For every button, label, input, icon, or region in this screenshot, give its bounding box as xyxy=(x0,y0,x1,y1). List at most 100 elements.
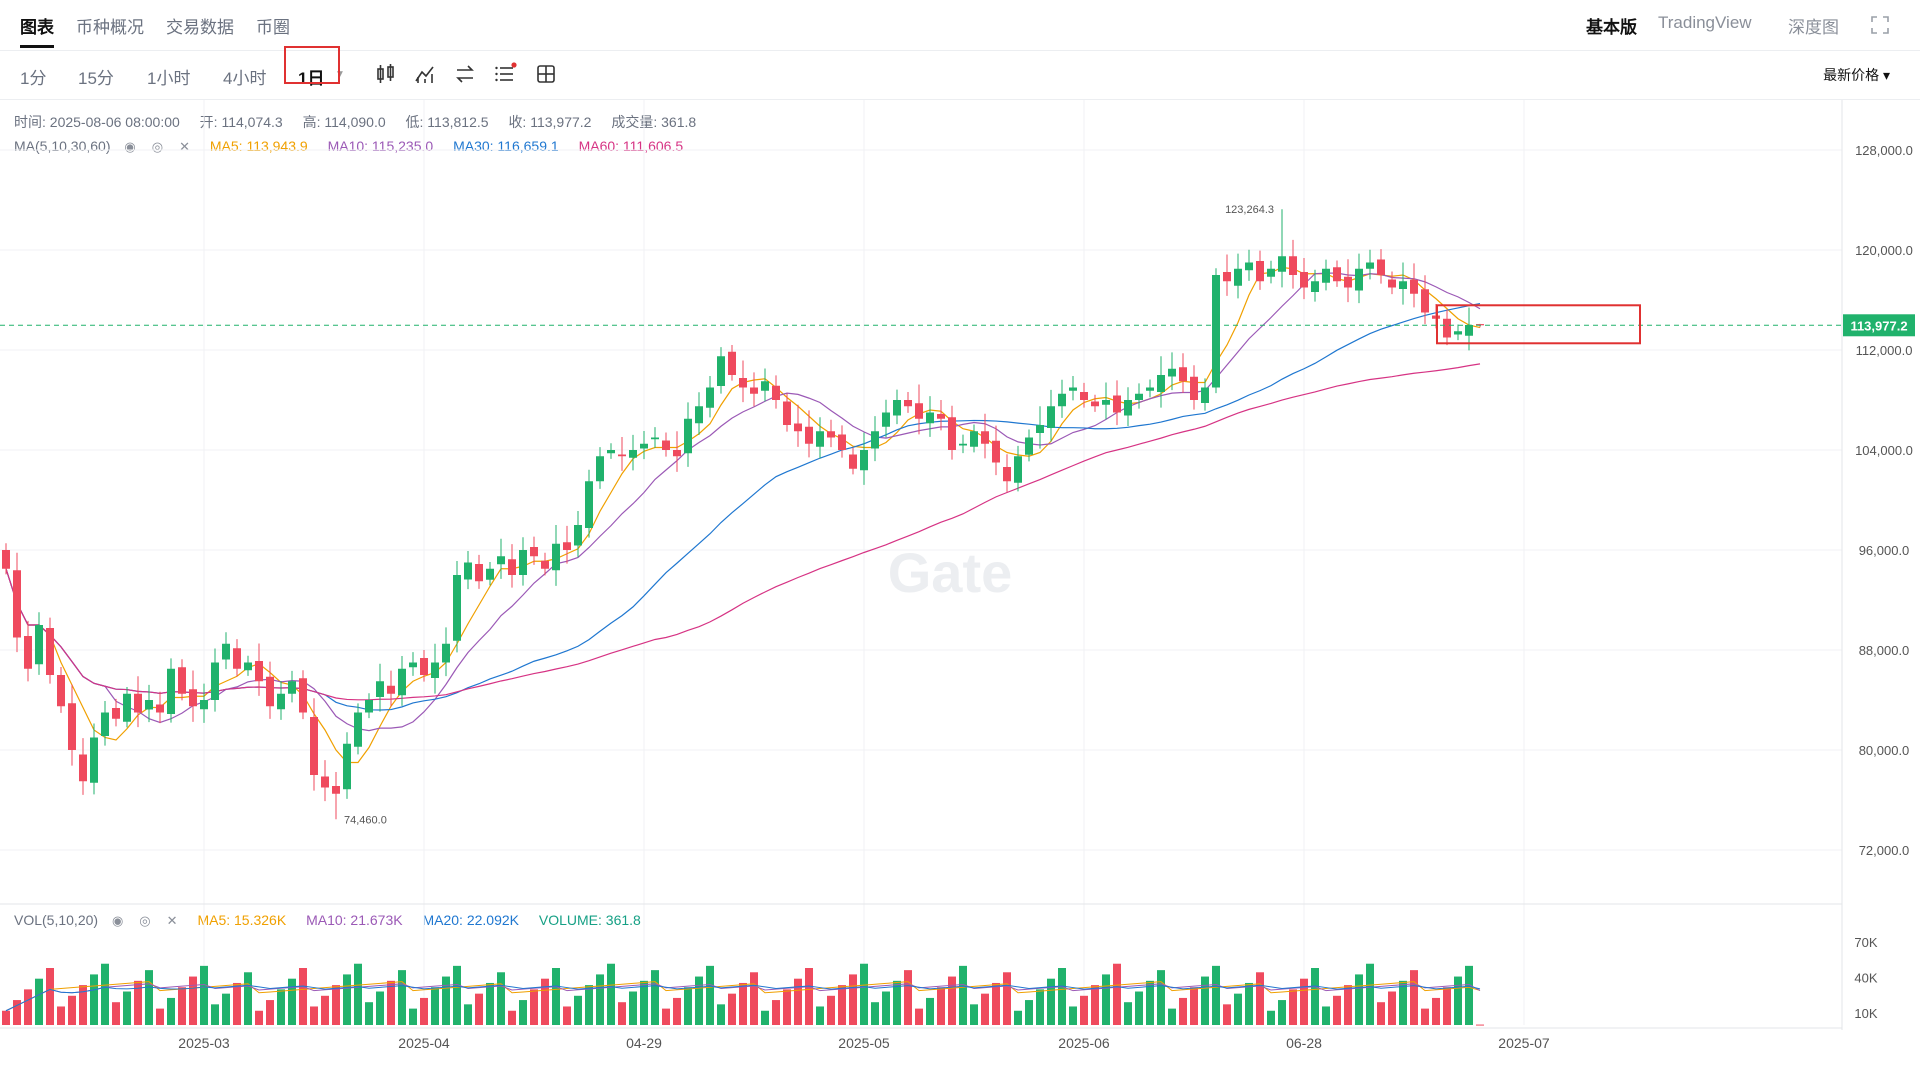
volume-bar xyxy=(1091,985,1099,1025)
view-basic[interactable]: 基本版 xyxy=(1586,18,1637,37)
candle-body xyxy=(266,676,274,707)
candle-body xyxy=(79,754,87,782)
candle-body xyxy=(915,403,923,419)
ma10-value: MA10: 115,235.0 xyxy=(327,138,434,154)
vol-close-icon[interactable]: ✕ xyxy=(166,913,178,929)
candle-body xyxy=(970,431,978,447)
volume-bar xyxy=(255,1010,263,1025)
tab-trade-data[interactable]: 交易数据 xyxy=(166,18,234,37)
candle-body xyxy=(519,550,527,575)
tab-coin-circle[interactable]: 币圈 xyxy=(256,18,290,37)
candle-body xyxy=(860,450,868,471)
info-close: 收: 113,977.2 xyxy=(508,114,592,130)
timeframe-4h[interactable]: 4小时 xyxy=(223,69,267,88)
candle-body xyxy=(211,662,219,700)
volume-bar xyxy=(1322,1006,1330,1025)
volume-bar xyxy=(816,1006,824,1025)
volume-ma-lines xyxy=(5,981,1481,1012)
tab-coin-overview[interactable]: 币种概况 xyxy=(76,18,144,37)
y-tick-label: 80,000.0 xyxy=(1859,743,1910,758)
indicator-icon[interactable] xyxy=(413,62,437,86)
candle-body xyxy=(255,661,263,682)
candle-body xyxy=(57,675,65,707)
x-tick-label: 06-28 xyxy=(1286,1035,1322,1051)
expand-icon[interactable] xyxy=(1870,15,1890,35)
vol-eye-icon[interactable]: ◉ xyxy=(111,913,124,929)
volume-bar xyxy=(541,978,549,1025)
volume-bar xyxy=(1003,972,1011,1025)
candle-body xyxy=(299,678,307,713)
candle-body xyxy=(893,400,901,416)
tab-chart[interactable]: 图表 xyxy=(20,18,54,37)
settings-list-icon[interactable] xyxy=(493,62,517,86)
volume-bar xyxy=(1069,1006,1077,1025)
volume-bar xyxy=(321,995,329,1025)
candle-body xyxy=(585,481,593,528)
candle-body xyxy=(1278,256,1286,272)
candle-body xyxy=(200,700,208,710)
volume-bar xyxy=(1201,976,1209,1025)
vol-indicator-label: VOL(5,10,20) xyxy=(14,912,99,928)
volume-bar xyxy=(563,1006,571,1025)
vol-volume-value: VOLUME: 361.8 xyxy=(538,912,641,928)
volume-bar xyxy=(904,970,912,1025)
timeframe-15m[interactable]: 15分 xyxy=(78,69,114,88)
candle-body xyxy=(662,440,670,450)
volume-bar xyxy=(222,993,230,1025)
volume-bar xyxy=(915,1008,923,1025)
candle-body xyxy=(1179,367,1187,382)
candle-body xyxy=(365,700,373,713)
candle-body xyxy=(156,704,164,713)
volume-bar xyxy=(1454,976,1462,1025)
volume-bar xyxy=(101,963,109,1025)
volume-bar xyxy=(123,991,131,1025)
info-time: 时间: 2025-08-06 08:00:00 xyxy=(14,114,180,130)
info-volume: 成交量: 361.8 xyxy=(611,114,697,130)
y-tick-label: 128,000.0 xyxy=(1855,143,1913,158)
volume-bar xyxy=(24,989,32,1025)
volume-bar xyxy=(739,982,747,1025)
candle-body xyxy=(134,693,142,713)
candle-type-icon[interactable] xyxy=(374,62,398,86)
latest-candles-highlight xyxy=(1436,304,1641,345)
candle-body xyxy=(123,693,131,722)
ma10-line xyxy=(5,272,1481,732)
view-tradingview[interactable]: TradingView xyxy=(1658,13,1752,32)
volume-bar xyxy=(1421,1008,1429,1025)
view-depth[interactable]: 深度图 xyxy=(1788,18,1839,37)
volume-bar xyxy=(1047,978,1055,1025)
candle-body xyxy=(574,525,582,546)
candle-body xyxy=(728,351,736,375)
volume-bar xyxy=(673,997,681,1025)
info-low: 低: 113,812.5 xyxy=(405,114,489,130)
volume-bar xyxy=(618,1002,626,1025)
candle-body xyxy=(1080,392,1088,400)
volume-bar xyxy=(1256,972,1264,1025)
timeframe-1h[interactable]: 1小时 xyxy=(147,69,191,88)
swap-icon[interactable] xyxy=(453,62,477,86)
volume-bar xyxy=(1377,1002,1385,1025)
volume-bar xyxy=(728,993,736,1025)
volume-bar xyxy=(585,985,593,1025)
volume-bar xyxy=(13,1000,21,1025)
candle-body xyxy=(145,700,153,710)
volume-bar xyxy=(596,974,604,1025)
price-type-select[interactable]: 最新价格 ▾ xyxy=(1823,67,1890,83)
candle-body xyxy=(530,547,538,557)
layout-icon[interactable] xyxy=(534,62,558,86)
settings-icon[interactable]: ◎ xyxy=(151,139,164,155)
vol-settings-icon[interactable]: ◎ xyxy=(139,913,151,929)
candle-body xyxy=(1333,267,1341,282)
volume-bar xyxy=(860,963,868,1025)
volume-bar xyxy=(1223,1004,1231,1025)
close-icon[interactable]: ✕ xyxy=(179,139,190,155)
candle-body xyxy=(310,717,318,775)
ma30-line xyxy=(5,302,1481,711)
timeframe-1m[interactable]: 1分 xyxy=(20,69,47,88)
volume-bar xyxy=(1190,987,1198,1025)
candle-body xyxy=(563,542,571,550)
candle-body xyxy=(937,414,945,419)
eye-icon[interactable]: ◉ xyxy=(124,139,136,155)
candle-body xyxy=(1124,400,1132,416)
candle-body xyxy=(1168,368,1176,377)
